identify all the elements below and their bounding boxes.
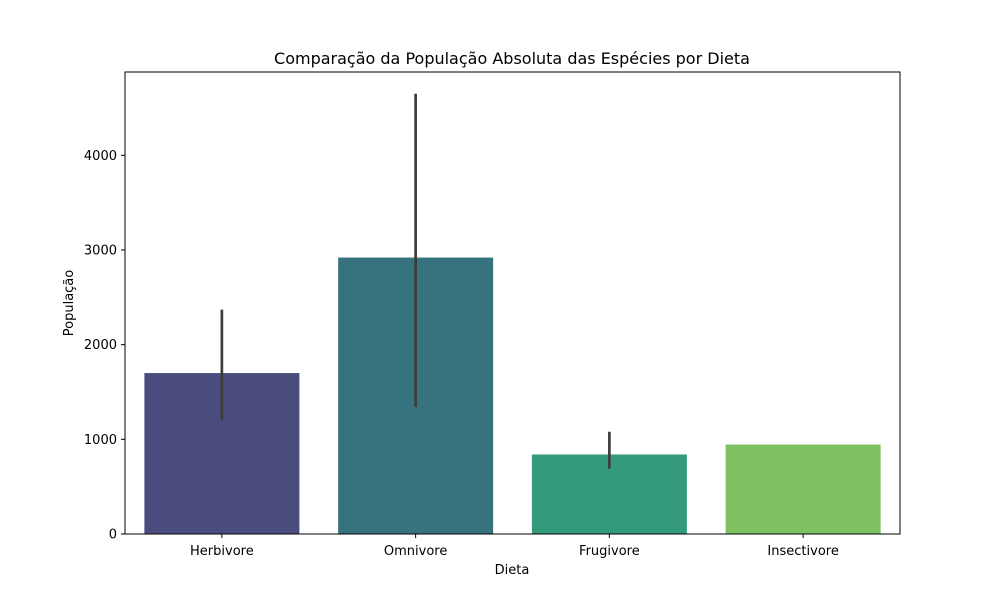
y-tick-label: 0 [109, 528, 117, 543]
x-tick-label: Omnivore [384, 544, 447, 559]
x-axis-label: Dieta [495, 563, 530, 578]
bars-group [144, 257, 881, 534]
y-tick-label: 1000 [84, 433, 117, 448]
bar-insectivore [725, 444, 881, 534]
y-axis: 0 1000 2000 3000 4000 [84, 149, 125, 543]
y-tick-label: 2000 [84, 338, 117, 353]
error-bars-group [220, 93, 611, 469]
y-tick-label: 3000 [84, 243, 117, 258]
y-axis-label: População [62, 270, 77, 337]
x-tick-label: Insectivore [767, 544, 838, 559]
x-tick-label: Herbivore [190, 544, 254, 559]
x-axis: Herbivore Omnivore Frugivore Insectivore [190, 534, 839, 559]
plot-frame [124, 71, 901, 535]
chart-title: Comparação da População Absoluta das Esp… [274, 49, 750, 68]
x-tick-label: Frugivore [579, 544, 640, 559]
y-tick-label: 4000 [84, 149, 117, 164]
